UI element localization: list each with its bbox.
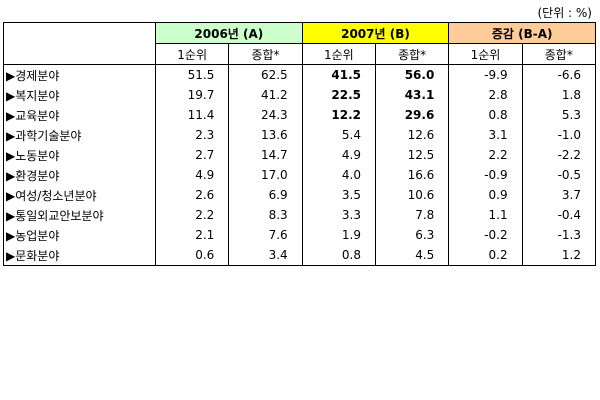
value-cell: 11.4 <box>154 105 230 125</box>
value-cell: 0.9 <box>448 185 523 205</box>
group-header: 2007년 (B) <box>301 22 450 44</box>
value-cell: 5.4 <box>301 125 376 145</box>
sub-header: 종합* <box>228 43 303 65</box>
sub-header: 종합* <box>374 43 450 65</box>
value-cell: 17.0 <box>228 165 303 185</box>
data-row: ▶문화분야 0.6 3.4 0.8 4.5 0.2 1.2 <box>3 245 597 266</box>
value-cell: 13.6 <box>228 125 303 145</box>
data-row: ▶과학기술분야 2.3 13.6 5.4 12.6 3.1 -1.0 <box>3 125 597 145</box>
value-cell: 1.2 <box>521 245 597 266</box>
value-cell: 14.7 <box>228 145 303 165</box>
value-cell: 22.5 <box>301 85 376 105</box>
data-row: ▶농업분야 2.1 7.6 1.9 6.3 -0.2 -1.3 <box>3 225 597 245</box>
value-cell: 10.6 <box>374 185 450 205</box>
data-row: ▶여성/청소년분야 2.6 6.9 3.5 10.6 0.9 3.7 <box>3 185 597 205</box>
value-cell: 2.7 <box>154 145 230 165</box>
value-cell: -1.0 <box>521 125 597 145</box>
value-cell: 8.3 <box>228 205 303 225</box>
data-row: ▶환경분야 4.9 17.0 4.0 16.6 -0.9 -0.5 <box>3 165 597 185</box>
value-cell: 2.2 <box>154 205 230 225</box>
value-cell: 2.1 <box>154 225 230 245</box>
value-cell: 1.8 <box>521 85 597 105</box>
sub-header-row: 1순위 종합* 1순위 종합* 1순위 종합* <box>4 43 597 65</box>
row-label: ▶과학기술분야 <box>3 125 156 145</box>
value-cell: 7.8 <box>374 205 450 225</box>
group-header: 증감 (B-A) <box>448 22 596 44</box>
sub-header: 1순위 <box>301 43 376 65</box>
value-cell: 16.6 <box>374 165 450 185</box>
row-label: ▶복지분야 <box>3 85 156 105</box>
value-cell: 41.2 <box>228 85 303 105</box>
value-cell: -0.9 <box>448 165 523 185</box>
corner-cell <box>3 22 156 65</box>
value-cell: -9.9 <box>448 64 523 85</box>
row-label: ▶농업분야 <box>3 225 156 245</box>
value-cell: 62.5 <box>228 64 303 85</box>
value-cell: 0.2 <box>448 245 523 266</box>
data-row: ▶노동분야 2.7 14.7 4.9 12.5 2.2 -2.2 <box>3 145 597 165</box>
value-cell: 19.7 <box>154 85 230 105</box>
value-cell: 2.8 <box>448 85 523 105</box>
value-cell: 7.6 <box>228 225 303 245</box>
value-cell: -0.2 <box>448 225 523 245</box>
row-label: ▶노동분야 <box>3 145 156 165</box>
value-cell: 12.2 <box>301 105 376 125</box>
value-cell: 2.3 <box>154 125 230 145</box>
row-label: ▶여성/청소년분야 <box>3 185 156 205</box>
value-cell: 1.9 <box>301 225 376 245</box>
row-label: ▶경제분야 <box>3 64 156 85</box>
data-table: 2006년 (A) 2007년 (B) 증감 (B-A) 1순위 종합* 1순위 종합* 1순… <box>3 22 597 266</box>
value-cell: 1.1 <box>448 205 523 225</box>
value-cell: 2.6 <box>154 185 230 205</box>
value-cell: 5.3 <box>521 105 597 125</box>
value-cell: 3.3 <box>301 205 376 225</box>
value-cell: -0.4 <box>521 205 597 225</box>
value-cell: 4.0 <box>301 165 376 185</box>
data-row: ▶교육분야 11.4 24.3 12.2 29.6 0.8 5.3 <box>3 105 597 125</box>
value-cell: 0.6 <box>154 245 230 266</box>
row-label: ▶통일외교안보분야 <box>3 205 156 225</box>
value-cell: -0.5 <box>521 165 597 185</box>
value-cell: 0.8 <box>301 245 376 266</box>
value-cell: 24.3 <box>228 105 303 125</box>
data-row: ▶복지분야 19.7 41.2 22.5 43.1 2.8 1.8 <box>3 85 597 105</box>
unit-note: (단위 : %) <box>537 6 592 20</box>
row-label: ▶교육분야 <box>3 105 156 125</box>
value-cell: 2.2 <box>448 145 523 165</box>
value-cell: 3.7 <box>521 185 597 205</box>
value-cell: -2.2 <box>521 145 597 165</box>
value-cell: 4.9 <box>154 165 230 185</box>
value-cell: 4.9 <box>301 145 376 165</box>
value-cell: 41.5 <box>301 64 376 85</box>
group-header: 2006년 (A) <box>155 22 303 44</box>
sub-header: 1순위 <box>448 43 523 65</box>
sub-header: 1순위 <box>154 43 230 65</box>
value-cell: 3.4 <box>228 245 303 266</box>
value-cell: -1.3 <box>521 225 597 245</box>
value-cell: 43.1 <box>374 85 450 105</box>
value-cell: 6.9 <box>228 185 303 205</box>
data-row: ▶경제분야 51.5 62.5 41.5 56.0 -9.9 -6.6 <box>3 64 597 85</box>
row-label: ▶문화분야 <box>3 245 156 266</box>
value-cell: 4.5 <box>374 245 450 266</box>
value-cell: -6.6 <box>521 64 597 85</box>
row-label: ▶환경분야 <box>3 165 156 185</box>
sub-header: 종합* <box>521 43 597 65</box>
value-cell: 0.8 <box>448 105 523 125</box>
value-cell: 29.6 <box>374 105 450 125</box>
value-cell: 12.5 <box>374 145 450 165</box>
value-cell: 6.3 <box>374 225 450 245</box>
value-cell: 3.1 <box>448 125 523 145</box>
value-cell: 12.6 <box>374 125 450 145</box>
group-header-row: 2006년 (A) 2007년 (B) 증감 (B-A) <box>3 22 596 65</box>
value-cell: 51.5 <box>154 64 230 85</box>
value-cell: 3.5 <box>301 185 376 205</box>
value-cell: 56.0 <box>374 64 450 85</box>
data-row: ▶통일외교안보분야 2.2 8.3 3.3 7.8 1.1 -0.4 <box>3 205 597 225</box>
